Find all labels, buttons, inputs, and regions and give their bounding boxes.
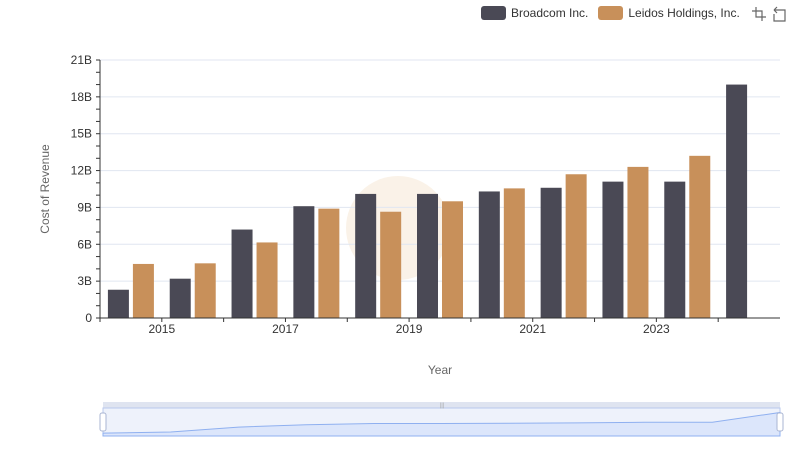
bar-broadcom-2021 <box>540 187 562 318</box>
y-tick-label: 6B <box>77 237 92 251</box>
legend-item-leidos[interactable]: Leidos Holdings, Inc. <box>598 6 740 20</box>
bar-leidos-2020 <box>503 188 525 318</box>
y-tick-label: 0 <box>85 311 92 325</box>
bar-leidos-2023 <box>689 155 711 318</box>
bars <box>107 84 748 318</box>
bar-broadcom-2014 <box>107 289 129 318</box>
slider-handle-left <box>99 412 107 432</box>
bar-broadcom-2022 <box>602 181 624 318</box>
bar-leidos-2022 <box>627 166 649 318</box>
x-tick-label: 2019 <box>396 322 423 336</box>
x-tick-label: 2017 <box>272 322 299 336</box>
bar-leidos-2021 <box>565 174 587 318</box>
axes: 0 3B 6B 9B 12B 15B 18B 21B 2015 2017 2019 2021 2023 <box>71 53 780 336</box>
bar-leidos-2015 <box>194 263 216 318</box>
bar-broadcom-2024 <box>726 84 748 318</box>
x-tick-label: 2023 <box>643 322 670 336</box>
bar-broadcom-2016 <box>231 229 253 318</box>
bar-leidos-2016 <box>256 242 278 318</box>
slider-preview-area <box>102 411 781 437</box>
bar-broadcom-2023 <box>664 181 686 318</box>
slider-top-bar <box>103 402 780 408</box>
y-tick-label: 21B <box>71 53 92 67</box>
y-tick-label: 3B <box>77 274 92 288</box>
bar-broadcom-2019 <box>417 193 438 318</box>
x-axis-title: Year <box>428 363 452 377</box>
legend-swatch-broadcom <box>481 6 506 20</box>
slider-grip: ||| <box>440 403 445 409</box>
data-zoom-slider[interactable]: ||| <box>99 402 784 437</box>
bar-leidos-2019 <box>442 201 463 318</box>
legend-label-leidos: Leidos Holdings, Inc. <box>628 6 740 20</box>
x-tick-label: 2015 <box>148 322 175 336</box>
legend-label-broadcom: Broadcom Inc. <box>511 6 589 20</box>
y-tick-label: 15B <box>71 127 92 141</box>
bar-leidos-2017 <box>318 208 340 318</box>
x-tick-label: 2021 <box>519 322 546 336</box>
slider-handle-right <box>776 412 784 432</box>
bar-broadcom-2020 <box>478 191 500 318</box>
y-tick-label: 12B <box>71 164 92 178</box>
bar-broadcom-2018 <box>355 193 377 318</box>
restore-icon[interactable] <box>771 6 787 22</box>
legend-item-broadcom[interactable]: Broadcom Inc. <box>481 6 588 20</box>
y-axis-title: Cost of Revenue <box>38 144 52 234</box>
bar-leidos-2018 <box>380 211 402 318</box>
chart-toolbar <box>747 6 787 22</box>
zoom-icon[interactable] <box>751 6 767 22</box>
y-tick-label: 18B <box>71 90 92 104</box>
bar-leidos-2014 <box>132 263 154 318</box>
bar-broadcom-2017 <box>293 206 315 318</box>
legend: Broadcom Inc. Leidos Holdings, Inc. <box>481 4 750 22</box>
y-tick-label: 9B <box>77 200 92 214</box>
legend-swatch-leidos <box>598 6 624 20</box>
bar-broadcom-2015 <box>169 278 191 318</box>
